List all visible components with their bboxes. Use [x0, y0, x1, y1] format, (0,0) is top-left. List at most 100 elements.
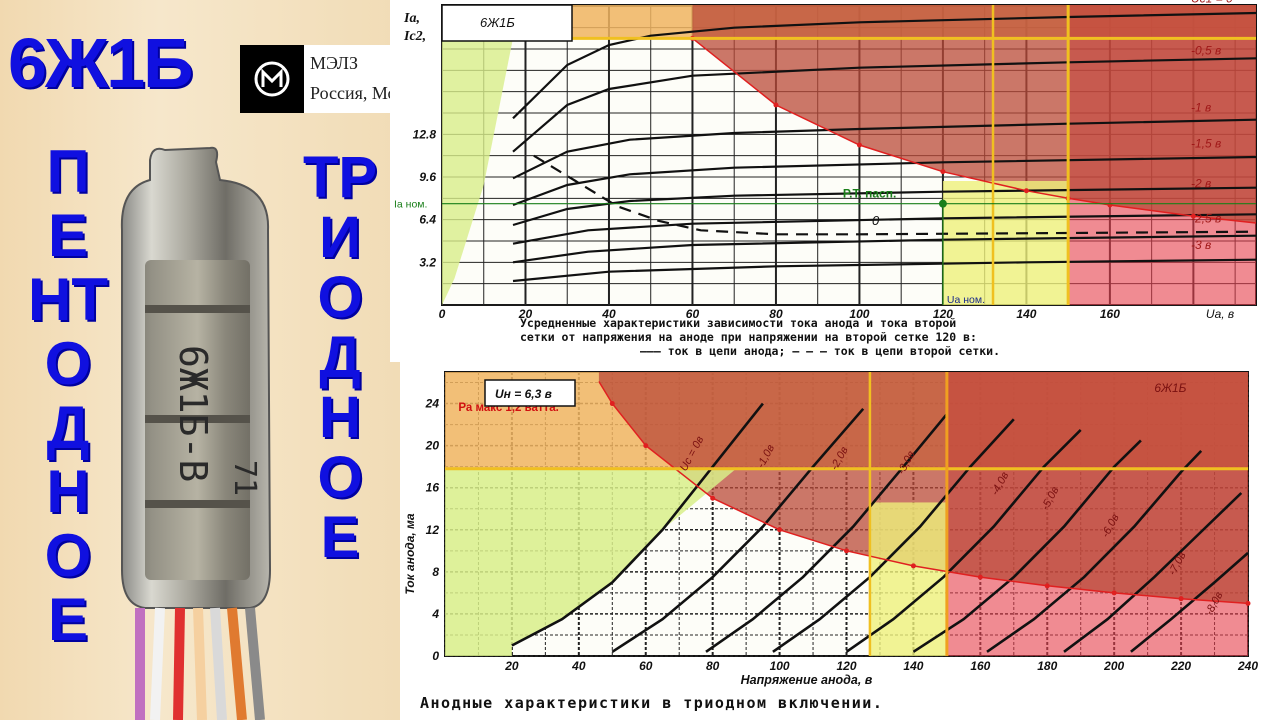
- x-tick-label: 160: [970, 659, 990, 673]
- y-axis-label-ic2: Iс2,: [403, 29, 426, 44]
- pmax-point: [977, 574, 983, 580]
- pentode-caption-line3: ——— ток в цепи анода; — — — ток в цепи в…: [640, 344, 1001, 358]
- grid-voltage-label: -1 в: [1191, 101, 1211, 115]
- x-tick-label: 40: [601, 307, 616, 321]
- nominal-voltage-zone: [942, 181, 1069, 305]
- grid-voltage-label: -2,5 в: [1191, 211, 1221, 225]
- pentode-chart-svg: Р.Т. пасп.Iа ном.Uа ном.Ра макс 1,2 ватт…: [394, 0, 1257, 321]
- anode-current-curve: [512, 213, 1257, 245]
- y-axis-label: Ток анода, ма: [403, 513, 417, 595]
- anode-current-curve: [511, 402, 764, 647]
- pmax-point: [777, 527, 783, 533]
- pmax-point: [844, 548, 849, 554]
- ia-nom-label: Iа ном.: [394, 199, 427, 211]
- x-tick-label: 120: [836, 659, 856, 673]
- logo-name: МЭЛЗ: [310, 53, 358, 73]
- x-tick-label: 120: [933, 307, 953, 321]
- x-tick-label: 0: [439, 307, 446, 321]
- triode-characteristics-chart: Uc = 0в -1,0в -2,0в -3,0в -4,0в -5,0в -6,0в -7,…: [400, 362, 1280, 720]
- pentode-word: ПЕНТОДНОЕ: [28, 138, 108, 653]
- pmax-point: [1111, 590, 1117, 596]
- x-tick-label: 60: [686, 307, 700, 321]
- screen-current-label: 0: [872, 213, 880, 228]
- low-voltage-zone: [445, 468, 737, 656]
- x-tick-label: 200: [1103, 659, 1124, 673]
- x-tick-label: 60: [639, 659, 653, 673]
- pmax-point: [940, 169, 946, 175]
- x-tick-label: 140: [1016, 307, 1036, 321]
- nominal-voltage-zone: [869, 502, 947, 656]
- pentode-caption-line2: сетки от напряжения на аноде при напряже…: [520, 330, 977, 344]
- anode-current-curve: [512, 11, 1257, 120]
- x-tick-label: 100: [849, 307, 869, 321]
- pmax-point: [710, 495, 716, 501]
- tube-tag-box: [441, 4, 573, 42]
- y-tick-label: 12: [426, 523, 440, 537]
- x-tick-label: 160: [1100, 307, 1120, 321]
- left-panel: 6Ж1Б МЭЛЗ Россия, Москва ПЕНТОДНОЕ ТРИОД…: [0, 0, 430, 720]
- triode-caption: Анодные характеристики в триодном включе…: [420, 694, 884, 712]
- tube-year-marking: 71: [227, 460, 262, 496]
- pentode-characteristics-chart: Р.Т. пасп.Iа ном.Uа ном.Ра макс 1,2 ватт…: [390, 0, 1280, 362]
- x-tick-label: 240: [1237, 659, 1258, 673]
- anode-current-curve: [611, 407, 865, 653]
- pentode-caption-line1: Усредненные характеристики зависимости т…: [520, 316, 957, 330]
- pmax-point: [773, 102, 779, 108]
- x-tick-label: 180: [1037, 659, 1057, 673]
- triode-chart-svg: Uc = 0в -1,0в -2,0в -3,0в-4,0в-5,0в-6,0в-7,…: [403, 371, 1258, 687]
- x-tick-label: 220: [1170, 659, 1191, 673]
- pmax-point: [643, 443, 649, 449]
- anode-current-curve: [1063, 492, 1243, 653]
- x-tick-label: 20: [504, 659, 519, 673]
- x-tick-label: 80: [706, 659, 720, 673]
- y-tick-label: 6.4: [419, 213, 436, 227]
- x-axis-label: Напряжение анода, в: [741, 673, 873, 687]
- pmax-point: [1044, 583, 1050, 589]
- tube-tag: 6Ж1Б: [480, 15, 515, 30]
- pmax-point: [1178, 596, 1184, 602]
- over-power-zone: [692, 5, 1256, 223]
- pmax-point: [910, 563, 916, 569]
- pmax-point: [1190, 213, 1196, 219]
- anode-current-curve: [512, 234, 1257, 264]
- grid-voltage-label: -3 в: [1191, 238, 1211, 252]
- grid-voltage-label: Uс1 = 0: [1191, 0, 1233, 5]
- pmax-curve: [598, 381, 1249, 605]
- tube-title: 6Ж1Б: [8, 24, 193, 102]
- y-tick-label: 20: [425, 439, 440, 453]
- y-tick-label: 16: [426, 481, 440, 495]
- x-axis-end-label: Uа, в: [1206, 307, 1234, 321]
- y-tick-label: 8: [432, 565, 439, 579]
- operating-point-label: Р.Т. пасп.: [843, 187, 896, 201]
- anode-current-curve: [845, 428, 1082, 653]
- x-tick-label: 140: [903, 659, 923, 673]
- grid-voltage-label: -2 в: [1191, 177, 1211, 191]
- anode-current-curve: [512, 258, 1257, 283]
- tube-marking: 6Ж1Б-В: [171, 345, 215, 482]
- y-tick-label: 0: [432, 649, 439, 663]
- triode-word: ТРИОДНОЕ: [302, 145, 378, 570]
- y-tick-label: 12.8: [413, 127, 437, 141]
- heater-label-box: [484, 379, 576, 407]
- pmax-point: [856, 142, 862, 148]
- y-tick-label: 4: [431, 607, 439, 621]
- y-axis-label-ia: Iа,: [403, 11, 420, 26]
- y-tick-label: 24: [425, 397, 440, 411]
- melz-logo-mark: [240, 45, 304, 113]
- screen-current-curve: [533, 154, 1257, 236]
- over-power-zone: [598, 372, 1248, 604]
- anode-current-curve: [705, 413, 948, 653]
- tube-tag: 6Ж1Б: [1154, 381, 1186, 395]
- pmax-point: [1023, 188, 1029, 194]
- grid-voltage-label: -0,5 в: [1191, 43, 1221, 57]
- y-tick-label: 9.6: [419, 170, 436, 184]
- ua-nom-label: Uа ном.: [947, 294, 985, 306]
- pmax-point: [1245, 600, 1251, 606]
- grid-voltage-label: -1,5 в: [1191, 137, 1221, 151]
- x-tick-label: 80: [769, 307, 783, 321]
- anode-current-curve: [1130, 551, 1249, 653]
- x-tick-label: 20: [518, 307, 533, 321]
- anode-current-curve: [772, 418, 1015, 653]
- anode-current-curve: [512, 155, 1257, 207]
- x-tick-label: 40: [571, 659, 586, 673]
